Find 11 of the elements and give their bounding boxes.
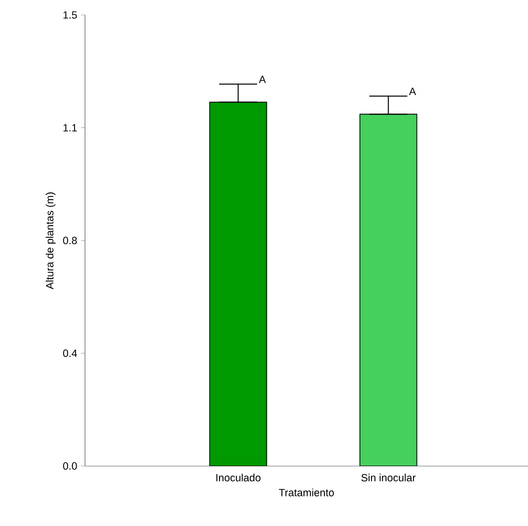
y-tick-label: 1.5: [64, 11, 77, 19]
y-tick-label: 0.4: [63, 350, 77, 357]
y-tick-label: 0.8: [63, 236, 77, 244]
x-tick-label: Sin inocular: [361, 474, 416, 482]
x-axis-title: Tratamiento: [278, 488, 334, 496]
y-tick-label: 1.1: [64, 124, 77, 132]
x-tick-label: Inoculado: [216, 474, 260, 482]
y-tick-label: 0.0: [63, 462, 77, 470]
annotation: A: [258, 76, 266, 83]
y-axis-title: Altura de plantas (m): [46, 192, 56, 290]
annotation: A: [409, 88, 416, 95]
